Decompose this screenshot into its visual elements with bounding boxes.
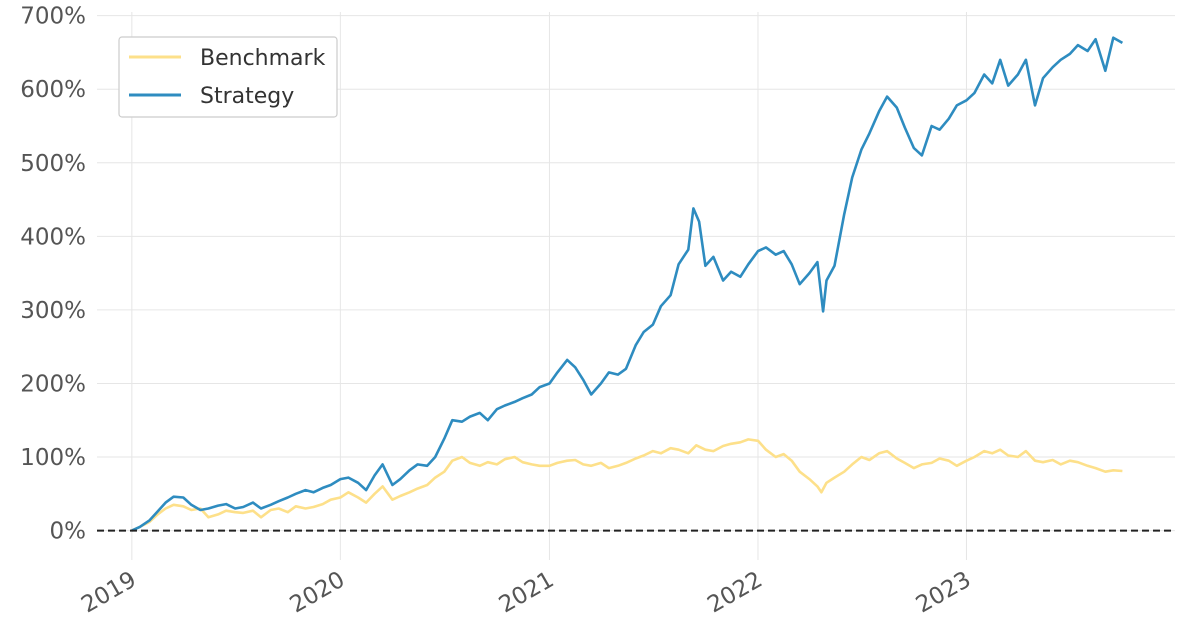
x-tick-label: 2023 <box>912 567 976 619</box>
series-layer <box>131 36 1124 532</box>
legend-label-benchmark: Benchmark <box>200 46 326 71</box>
x-tick-label: 2021 <box>495 567 559 619</box>
legend-label-strategy: Strategy <box>200 84 294 109</box>
y-tick-label: 0% <box>50 519 87 545</box>
grid-layer <box>97 12 1175 560</box>
y-tick-label: 400% <box>20 224 86 250</box>
x-tick-label: 2019 <box>77 567 141 619</box>
x-axis-ticks: 2019 2020 2021 2022 2023 <box>77 567 975 619</box>
y-tick-label: 100% <box>20 445 86 471</box>
legend: Benchmark Strategy <box>118 36 338 118</box>
y-tick-label: 300% <box>20 298 86 324</box>
y-axis-ticks: 0% 100% 200% 300% 400% 500% 600% 700% <box>20 4 86 545</box>
y-tick-label: 200% <box>20 371 86 397</box>
series-line-strategy <box>131 36 1124 532</box>
y-tick-label: 600% <box>20 77 86 103</box>
x-tick-label: 2022 <box>703 567 767 619</box>
x-tick-label: 2020 <box>286 567 350 619</box>
series-line-benchmark <box>131 438 1123 532</box>
y-tick-label: 500% <box>20 151 86 177</box>
y-tick-label: 700% <box>20 4 86 30</box>
